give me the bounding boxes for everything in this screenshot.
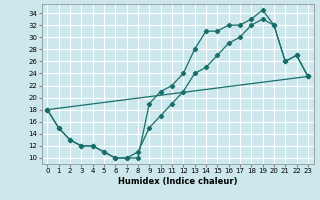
X-axis label: Humidex (Indice chaleur): Humidex (Indice chaleur) (118, 177, 237, 186)
